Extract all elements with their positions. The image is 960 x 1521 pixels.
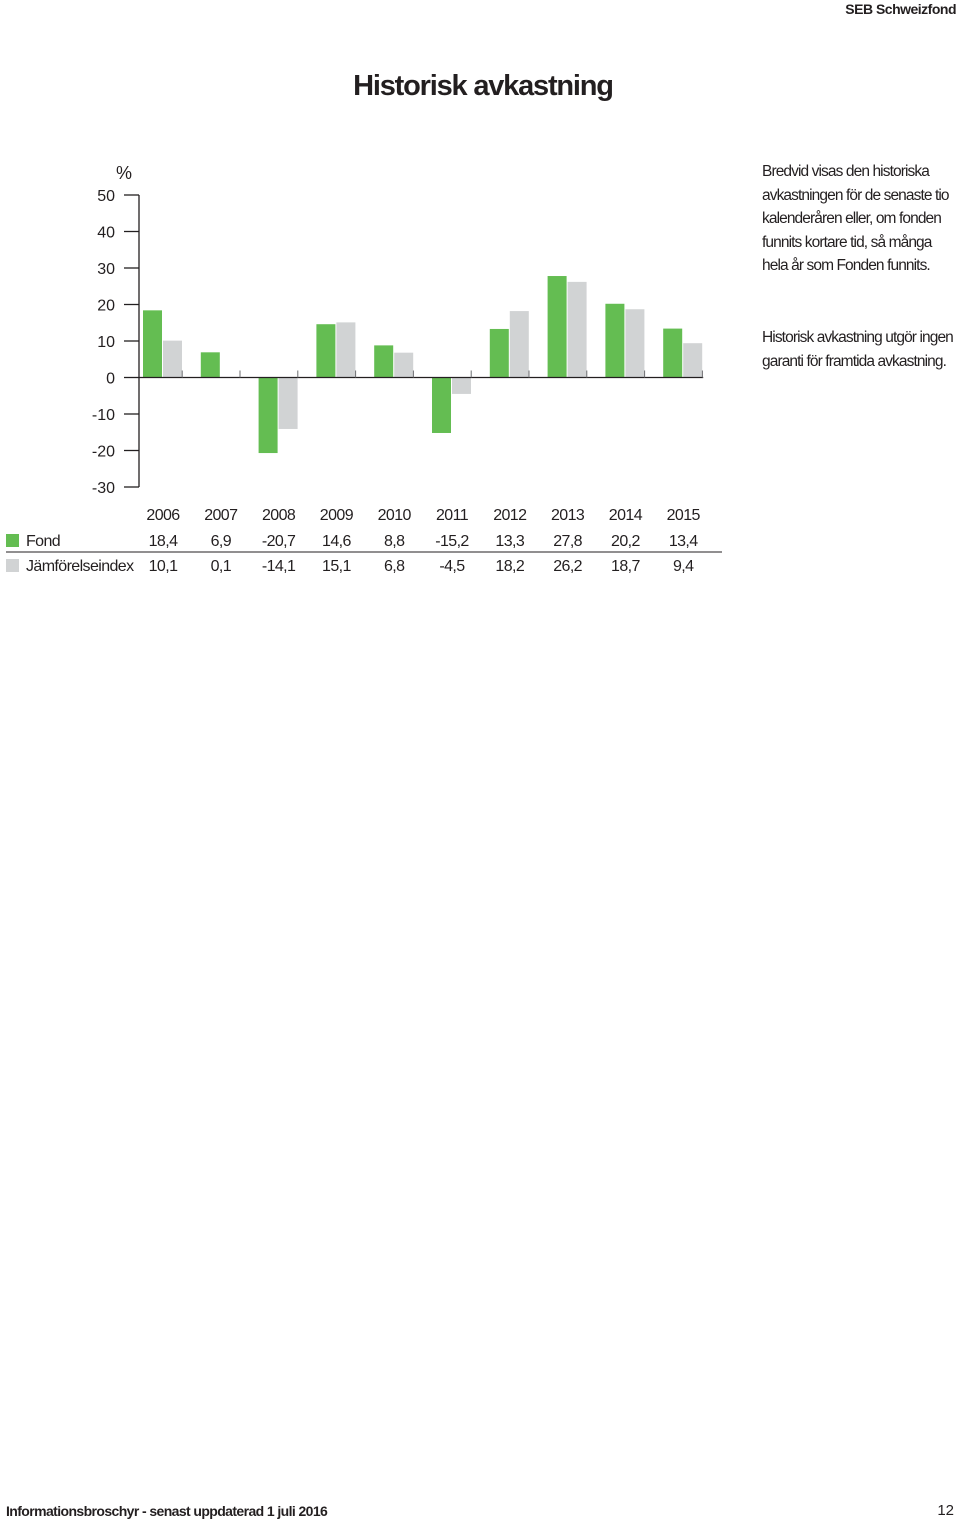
fund-value-2010: 8,8 bbox=[384, 533, 405, 550]
table-year-2010: 2010 bbox=[378, 507, 412, 524]
table-year-2013: 2013 bbox=[551, 507, 585, 524]
table-year-2006: 2006 bbox=[146, 507, 180, 524]
fund-bar-2012 bbox=[489, 328, 509, 378]
fund-bar-2009 bbox=[316, 324, 336, 378]
table-year-2015: 2015 bbox=[667, 507, 701, 524]
bars bbox=[143, 276, 703, 454]
index-value-2009: 15,1 bbox=[322, 558, 351, 575]
fund-value-2012: 13,3 bbox=[495, 533, 524, 550]
y-tick-label: 0 bbox=[106, 371, 115, 388]
y-tick-label: 20 bbox=[97, 298, 115, 315]
y-tick-labels: 50 40 30 20 10 0 -10 -20 -30 bbox=[92, 188, 115, 497]
index-value-2008: -14,1 bbox=[262, 558, 296, 575]
fund-bar-2014 bbox=[605, 303, 625, 378]
fund-value-2013: 27,8 bbox=[553, 533, 582, 550]
index-value-2014: 18,7 bbox=[611, 558, 640, 575]
legend-swatch-index bbox=[6, 559, 19, 572]
table-year-2012: 2012 bbox=[493, 507, 527, 524]
footer-document-info: Informationsbroschyr - senast uppdaterad… bbox=[6, 1503, 328, 1519]
index-bar-2011 bbox=[452, 377, 471, 394]
table-year-2008: 2008 bbox=[262, 507, 296, 524]
index-bar-2015 bbox=[683, 343, 703, 378]
index-value-2013: 26,2 bbox=[553, 558, 582, 575]
fund-value-2006: 18,4 bbox=[149, 533, 178, 550]
table-year-2009: 2009 bbox=[320, 507, 354, 524]
page-number: 12 bbox=[937, 1502, 954, 1519]
y-tick-label: -20 bbox=[92, 444, 115, 461]
y-tick-label: -30 bbox=[92, 480, 115, 497]
fund-bar-2015 bbox=[663, 328, 683, 378]
legend-label-index: Jämförelseindex bbox=[26, 558, 134, 575]
y-axis bbox=[124, 194, 140, 488]
y-tick-label: 30 bbox=[97, 261, 115, 278]
index-bar-2008 bbox=[278, 377, 298, 429]
y-tick-label: -10 bbox=[92, 407, 115, 424]
fund-value-2011: -15,2 bbox=[435, 533, 469, 550]
table-year-2011: 2011 bbox=[436, 507, 469, 524]
legend-label-fund: Fond bbox=[26, 533, 60, 550]
table-year-2014: 2014 bbox=[609, 507, 643, 524]
index-bar-2010 bbox=[394, 352, 414, 378]
data-table: 2006 18,4 10,1 2007 6,9 0,1 2008 -20,7 -14,1 2009… bbox=[6, 507, 722, 575]
page-title: Historisk avkastning bbox=[353, 70, 614, 102]
y-tick-label: 40 bbox=[97, 225, 115, 242]
brand-name: SEB Schweizfond bbox=[845, 1, 956, 17]
y-tick-label: 10 bbox=[97, 334, 115, 351]
fund-value-2007: 6,9 bbox=[211, 533, 232, 550]
index-value-2007: 0,1 bbox=[211, 558, 232, 575]
fund-value-2008: -20,7 bbox=[262, 533, 296, 550]
y-unit-label: % bbox=[116, 163, 132, 183]
fund-bar-2010 bbox=[374, 345, 394, 378]
index-value-2015: 9,4 bbox=[673, 558, 694, 575]
index-bar-2006 bbox=[163, 340, 182, 378]
index-bar-2009 bbox=[336, 322, 356, 378]
y-tick-label: 50 bbox=[97, 188, 115, 205]
table-year-2007: 2007 bbox=[204, 507, 238, 524]
legend-swatch-fund bbox=[6, 534, 19, 547]
disclaimer-text: Historisk avkastning utgör ingen garanti… bbox=[762, 329, 954, 370]
index-value-2006: 10,1 bbox=[149, 558, 178, 575]
fund-value-2014: 20,2 bbox=[611, 533, 640, 550]
fund-bar-2013 bbox=[547, 276, 567, 378]
chart-description: Bredvid visas den historiska avkastninge… bbox=[762, 163, 950, 275]
fund-bar-2008 bbox=[258, 377, 278, 454]
fund-bar-2011 bbox=[432, 377, 451, 433]
fund-bar-2006 bbox=[143, 310, 162, 378]
index-value-2011: -4,5 bbox=[439, 558, 465, 575]
fund-value-2009: 14,6 bbox=[322, 533, 351, 550]
index-bar-2013 bbox=[567, 281, 587, 378]
index-bar-2014 bbox=[625, 309, 645, 378]
zero-baseline bbox=[139, 370, 704, 379]
index-value-2010: 6,8 bbox=[384, 558, 405, 575]
fund-bar-2007 bbox=[200, 352, 220, 378]
fund-value-2015: 13,4 bbox=[669, 533, 698, 550]
index-value-2012: 18,2 bbox=[495, 558, 524, 575]
index-bar-2012 bbox=[509, 311, 529, 378]
